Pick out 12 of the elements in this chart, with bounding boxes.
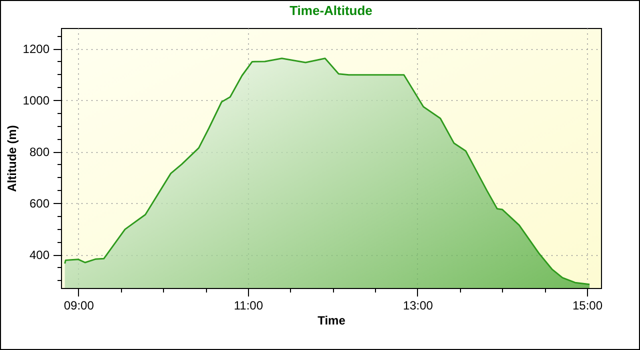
x-tick-label: 13:00: [402, 298, 434, 312]
y-axis-title: Altitude (m): [4, 125, 19, 192]
x-tick-label: 11:00: [234, 298, 264, 312]
chart-title: Time-Altitude: [290, 3, 372, 18]
y-tick-label: 400: [29, 248, 50, 262]
x-axis-title: Time: [318, 314, 346, 328]
x-tick-label: 15:00: [572, 298, 603, 312]
y-tick-label: 1200: [22, 42, 50, 56]
y-tick-label: 600: [29, 196, 50, 211]
x-tick-label: 09:00: [64, 298, 94, 312]
y-tick-label: 1000: [22, 94, 50, 108]
y-tick-label: 800: [29, 145, 50, 160]
